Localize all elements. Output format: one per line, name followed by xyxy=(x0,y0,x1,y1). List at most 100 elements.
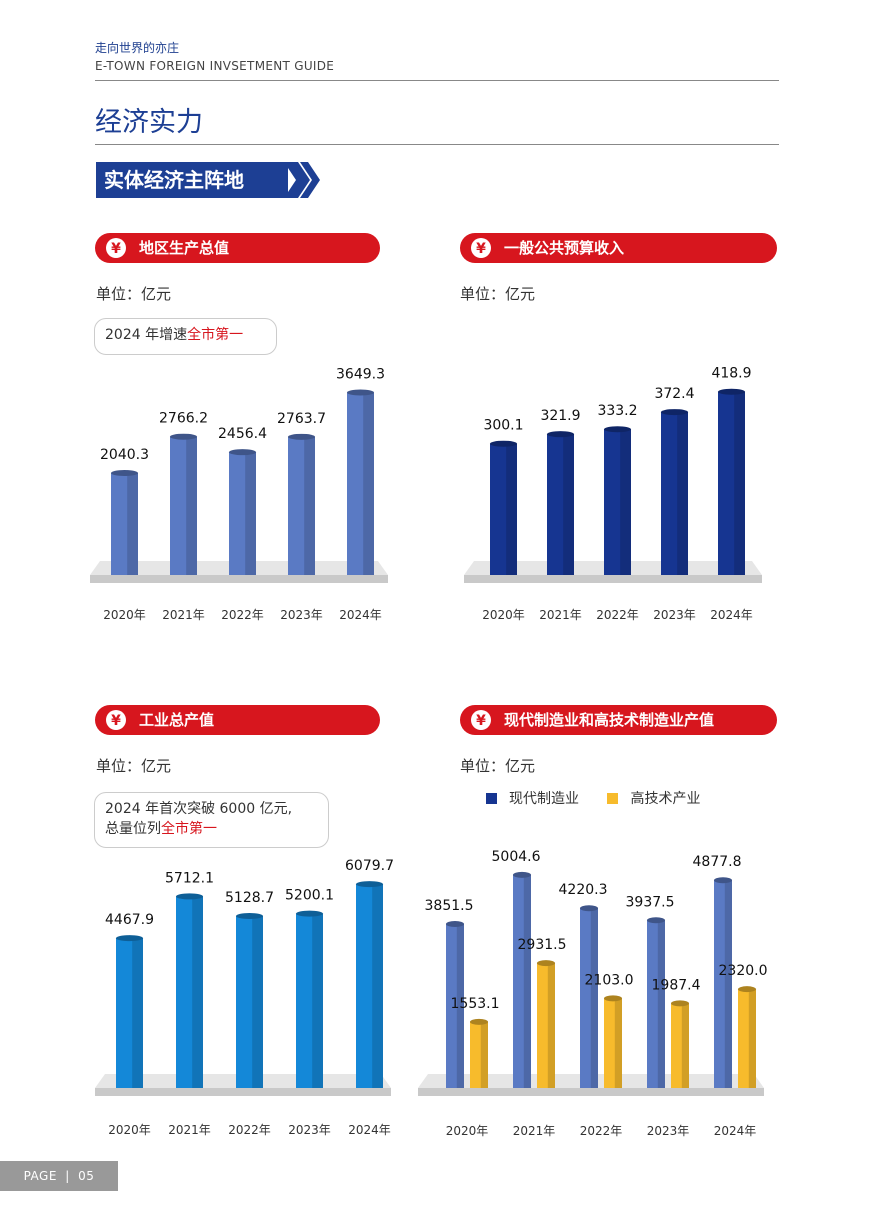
chart-platform-front xyxy=(90,575,388,583)
data-label: 2763.7 xyxy=(277,411,326,427)
data-label: 4220.3 xyxy=(559,882,608,898)
bar-2023年 xyxy=(288,433,315,575)
revenue-title: 一般公共预算收入 xyxy=(504,239,625,257)
gdp-pill: ¥ 地区生产总值 xyxy=(95,233,380,263)
bar-2024年-现代制造业 xyxy=(714,877,732,1088)
category-label: 2021年 xyxy=(168,1123,211,1137)
data-label: 6079.7 xyxy=(345,858,394,874)
category-label: 2023年 xyxy=(280,608,323,622)
bar-2024年 xyxy=(356,881,383,1088)
category-label: 2023年 xyxy=(653,608,696,622)
svg-text:¥: ¥ xyxy=(476,241,486,257)
svg-text:¥: ¥ xyxy=(476,713,486,729)
gdp-callout: 2024 年增速全市第一 xyxy=(94,318,277,355)
data-label: 300.1 xyxy=(483,418,523,434)
category-label: 2022年 xyxy=(580,1124,623,1138)
bar-2024年 xyxy=(718,388,745,575)
data-label: 2320.0 xyxy=(719,963,768,979)
gdp-title: 地区生产总值 xyxy=(139,239,230,257)
category-label: 2022年 xyxy=(228,1123,271,1137)
manufacturing-legend: 现代制造业 高技术产业 xyxy=(486,788,700,808)
category-label: 2023年 xyxy=(647,1124,690,1138)
bar-2020年-现代制造业 xyxy=(446,920,464,1088)
data-label: 4877.8 xyxy=(693,854,742,870)
category-label: 2024年 xyxy=(710,608,753,622)
category-label: 2020年 xyxy=(446,1124,489,1138)
bar-2023年 xyxy=(661,409,688,575)
bar-2022年-现代制造业 xyxy=(580,905,598,1088)
svg-text:¥: ¥ xyxy=(111,241,121,257)
bar-2021年 xyxy=(547,431,574,575)
bar-2021年 xyxy=(176,893,203,1088)
title-divider xyxy=(95,144,779,145)
page-title: 经济实力 xyxy=(95,107,203,138)
bar-2020年 xyxy=(490,440,517,575)
bar-2022年 xyxy=(236,912,263,1088)
header-cn-text: 走向世界的亦庄 xyxy=(95,41,180,55)
bar-2022年 xyxy=(604,426,631,575)
bar-2021年-现代制造业 xyxy=(513,871,531,1088)
data-label: 2456.4 xyxy=(218,426,267,442)
data-label: 2766.2 xyxy=(159,411,208,427)
bar-2021年-高技术产业 xyxy=(537,960,555,1088)
gdp-callout-highlight: 全市第一 xyxy=(187,327,244,343)
data-label: 1987.4 xyxy=(652,977,701,993)
category-label: 2022年 xyxy=(596,608,639,622)
data-label: 2103.0 xyxy=(585,972,634,988)
industry-callout-line1: 2024 年首次突破 6000 亿元, xyxy=(105,801,293,817)
bar-2023年-高技术产业 xyxy=(671,1000,689,1088)
category-label: 2022年 xyxy=(221,608,264,622)
bar-2022年 xyxy=(229,449,256,575)
header-en-text: E-TOWN FOREIGN INVSETMENT GUIDE xyxy=(95,59,335,73)
revenue-chart: 300.1 2020年 321.9 2021年 333.2 2022年 372.4 2023年… xyxy=(464,366,762,622)
chart-platform-front xyxy=(418,1088,764,1096)
data-label: 2931.5 xyxy=(518,937,567,953)
category-label: 2020年 xyxy=(103,608,146,622)
header-divider xyxy=(95,80,779,81)
legend-label: 现代制造业 xyxy=(509,791,579,807)
revenue-pill: ¥ 一般公共预算收入 xyxy=(460,233,777,263)
data-label: 321.9 xyxy=(540,408,580,424)
yuan-hand-icon: ¥ xyxy=(106,238,126,258)
manufacturing-unit: 单位：亿元 xyxy=(460,757,536,775)
legend-item-hightech: 高技术产业 xyxy=(607,791,700,807)
category-label: 2024年 xyxy=(714,1124,757,1138)
bar-2020年 xyxy=(116,935,143,1088)
data-label: 1553.1 xyxy=(451,996,500,1012)
section-banner: 实体经济主阵地 xyxy=(96,162,288,198)
svg-text:¥: ¥ xyxy=(111,713,121,729)
bar-2020年-高技术产业 xyxy=(470,1018,488,1088)
double-chevron-right-icon xyxy=(284,162,320,198)
data-label: 5200.1 xyxy=(285,888,334,904)
data-label: 3937.5 xyxy=(626,894,675,910)
legend-swatch xyxy=(607,793,619,804)
category-label: 2021年 xyxy=(513,1124,556,1138)
data-label: 3649.3 xyxy=(336,367,385,383)
data-label: 372.4 xyxy=(654,386,694,402)
legend-item-modern: 现代制造业 xyxy=(486,791,579,807)
chart-platform-front xyxy=(95,1088,391,1096)
manufacturing-title: 现代制造业和高技术制造业产值 xyxy=(504,711,715,729)
industry-chart: 4467.9 2020年 5712.1 2021年 5128.7 2022年 5200.1 2… xyxy=(95,858,394,1137)
industry-callout: 2024 年首次突破 6000 亿元, 总量位列全市第一 xyxy=(94,792,329,848)
page-number: 05 xyxy=(78,1169,95,1183)
category-label: 2024年 xyxy=(348,1123,391,1137)
gdp-unit: 单位：亿元 xyxy=(96,285,172,303)
industry-unit: 单位：亿元 xyxy=(96,757,172,775)
bar-2023年-现代制造业 xyxy=(647,917,665,1088)
bar-2024年-高技术产业 xyxy=(738,986,756,1088)
page-label: PAGE xyxy=(23,1169,57,1183)
legend-swatch xyxy=(486,793,497,804)
page-footer-tag: PAGE | 05 xyxy=(0,1161,118,1191)
data-label: 5712.1 xyxy=(165,870,214,886)
category-label: 2024年 xyxy=(339,608,382,622)
gdp-chart: 2040.3 2020年 2766.2 2021年 2456.4 2022年 2763.7 2… xyxy=(90,367,388,622)
yuan-hand-icon: ¥ xyxy=(106,710,126,730)
manufacturing-pill: ¥ 现代制造业和高技术制造业产值 xyxy=(460,705,777,735)
category-label: 2021年 xyxy=(539,608,582,622)
bar-2020年 xyxy=(111,469,138,575)
data-label: 5128.7 xyxy=(225,890,274,906)
data-label: 4467.9 xyxy=(105,912,154,928)
category-label: 2020年 xyxy=(108,1123,151,1137)
data-label: 2040.3 xyxy=(100,447,149,463)
